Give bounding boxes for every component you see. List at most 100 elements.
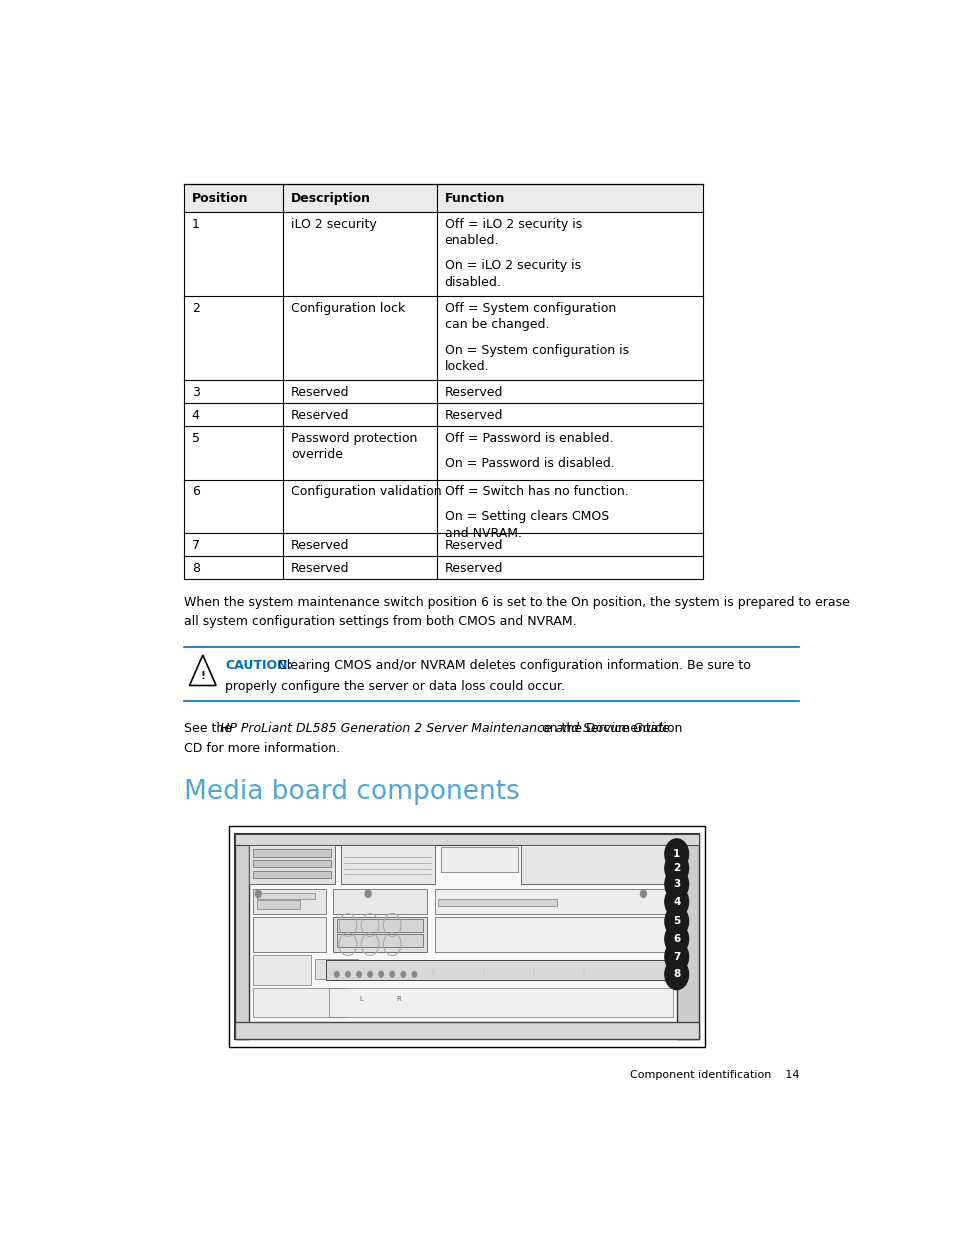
Text: Off = System configuration: Off = System configuration [444, 301, 616, 315]
Text: Off = Switch has no function.: Off = Switch has no function. [444, 485, 628, 498]
Text: See the: See the [184, 721, 236, 735]
Text: Reserved: Reserved [291, 409, 349, 422]
Bar [336, 919, 423, 932]
Circle shape [664, 960, 688, 989]
Bar [253, 889, 325, 914]
Text: Reserved: Reserved [291, 562, 349, 574]
Text: On = iLO 2 security is: On = iLO 2 security is [444, 259, 580, 273]
Bar [253, 988, 347, 1018]
Circle shape [368, 972, 372, 977]
Text: 8: 8 [673, 969, 679, 979]
Text: On = Setting clears CMOS: On = Setting clears CMOS [444, 510, 608, 524]
Text: CAUTION:: CAUTION: [225, 658, 293, 672]
Text: properly configure the server or data loss could occur.: properly configure the server or data lo… [225, 679, 564, 693]
Text: 7: 7 [192, 538, 199, 552]
Bar [333, 889, 427, 914]
Text: Configuration validation: Configuration validation [291, 485, 441, 498]
Text: Media board components: Media board components [184, 779, 519, 805]
Circle shape [664, 839, 688, 869]
Circle shape [639, 890, 646, 898]
Circle shape [400, 972, 405, 977]
Text: On = Password is disabled.: On = Password is disabled. [444, 457, 614, 471]
Text: locked.: locked. [444, 361, 489, 373]
Text: override: override [291, 448, 342, 462]
Circle shape [356, 972, 361, 977]
Bar [434, 916, 672, 952]
Text: 3: 3 [673, 879, 679, 889]
Bar [234, 834, 249, 1039]
Text: CD for more information.: CD for more information. [184, 741, 340, 755]
Text: Off = Password is enabled.: Off = Password is enabled. [444, 432, 613, 445]
Bar [520, 845, 672, 884]
Text: R: R [396, 995, 401, 1002]
Bar [333, 916, 427, 952]
Text: HP ProLiant DL585 Generation 2 Server Maintenance and Service Guide: HP ProLiant DL585 Generation 2 Server Ma… [219, 721, 669, 735]
Text: Configuration lock: Configuration lock [291, 301, 405, 315]
Text: 5: 5 [673, 916, 679, 926]
Text: disabled.: disabled. [444, 277, 501, 289]
Bar [329, 988, 672, 1018]
Text: Reserved: Reserved [291, 385, 349, 399]
Text: 2: 2 [673, 863, 679, 873]
Text: all system configuration settings from both CMOS and NVRAM.: all system configuration settings from b… [184, 615, 577, 629]
Text: 1: 1 [673, 850, 679, 860]
Text: Reserved: Reserved [444, 409, 502, 422]
Bar [340, 845, 435, 884]
Circle shape [664, 887, 688, 918]
Circle shape [378, 972, 383, 977]
Circle shape [664, 869, 688, 899]
Text: L: L [359, 995, 363, 1002]
Circle shape [255, 890, 261, 898]
Bar [256, 900, 300, 909]
Bar [249, 845, 335, 884]
Text: On = System configuration is: On = System configuration is [444, 343, 628, 357]
Circle shape [664, 906, 688, 936]
Bar [434, 889, 672, 914]
Text: Clearing CMOS and/or NVRAM deletes configuration information. Be sure to: Clearing CMOS and/or NVRAM deletes confi… [278, 658, 750, 672]
Text: When the system maintenance switch position 6 is set to the On position, the sys: When the system maintenance switch posit… [184, 597, 849, 609]
Bar [325, 960, 676, 981]
Text: !: ! [200, 671, 205, 680]
Text: 3: 3 [192, 385, 199, 399]
Bar [256, 893, 314, 899]
Text: Reserved: Reserved [444, 385, 502, 399]
Text: Off = iLO 2 security is: Off = iLO 2 security is [444, 217, 581, 231]
Circle shape [345, 972, 350, 977]
Bar [336, 934, 423, 947]
Circle shape [412, 972, 416, 977]
Text: 2: 2 [192, 301, 199, 315]
Circle shape [664, 924, 688, 955]
Text: on the Documentation: on the Documentation [537, 721, 681, 735]
Text: 6: 6 [192, 485, 199, 498]
Text: 6: 6 [673, 934, 679, 944]
Text: 7: 7 [672, 952, 679, 962]
Circle shape [664, 853, 688, 883]
Bar [229, 826, 704, 1047]
Bar [253, 916, 325, 952]
Text: Position: Position [192, 191, 248, 205]
Bar [253, 860, 331, 867]
Bar [440, 847, 517, 872]
Text: and NVRAM.: and NVRAM. [444, 527, 521, 540]
Bar [234, 1023, 699, 1039]
Text: iLO 2 security: iLO 2 security [291, 217, 376, 231]
Text: Reserved: Reserved [291, 538, 349, 552]
Text: 4: 4 [192, 409, 199, 422]
Bar [234, 834, 699, 1039]
Bar [314, 960, 357, 979]
Text: 5: 5 [192, 432, 199, 445]
Circle shape [390, 972, 395, 977]
Text: 4: 4 [672, 897, 679, 906]
Text: Reserved: Reserved [444, 538, 502, 552]
Text: Component identification    14: Component identification 14 [629, 1071, 799, 1081]
Bar [253, 955, 311, 984]
Bar [184, 184, 702, 212]
Text: Description: Description [291, 191, 371, 205]
Circle shape [335, 972, 338, 977]
Bar [234, 834, 699, 845]
Circle shape [365, 890, 371, 898]
Text: enabled.: enabled. [444, 235, 498, 247]
Text: Reserved: Reserved [444, 562, 502, 574]
Circle shape [664, 941, 688, 972]
Text: 1: 1 [192, 217, 199, 231]
